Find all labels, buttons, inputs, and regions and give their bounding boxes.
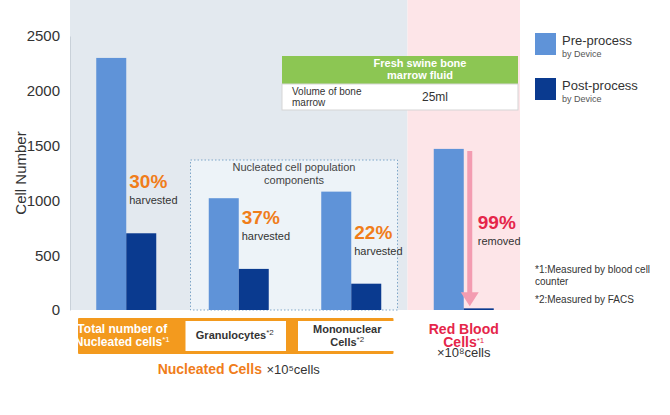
category-label-line: Cells*2	[330, 335, 364, 348]
group-unit: ×10⁵cells	[266, 362, 320, 377]
group-label: Nucleated Cells ×10⁵cells	[158, 360, 321, 377]
tick: 2000	[27, 82, 70, 99]
category-label-line: Granulocytes*2	[196, 328, 274, 341]
tick-label: 1000	[27, 192, 60, 209]
annotation-text: harvested	[129, 194, 177, 206]
group-name: Nucleated Cells	[158, 361, 262, 377]
tick: 0	[52, 301, 70, 318]
bar	[209, 198, 239, 310]
subgroup-title: Nucleated cell populationcomponents	[233, 161, 356, 186]
legend-label: Pre-process	[562, 33, 633, 48]
legend-swatch	[535, 33, 556, 55]
category-note: *2	[266, 328, 274, 337]
annotation-value: 99%	[478, 212, 516, 233]
chart-container: Nucleated cell populationcomponents 0 500 1…	[0, 0, 670, 415]
footnote-line: *1:Measured by blood cell	[535, 264, 650, 275]
group-label: ×10⁸cells	[437, 345, 491, 360]
y-axis-title: Cell Number	[12, 131, 29, 214]
footnote: *2:Measured by FACS	[535, 294, 634, 305]
category-label-line: Total number of	[77, 322, 168, 336]
category-label-line: Mononuclear	[313, 323, 382, 335]
footnote-line: *2:Measured by FACS	[535, 294, 634, 305]
tick: 500	[35, 247, 70, 264]
subgroup-box	[191, 160, 398, 310]
category-box	[186, 321, 287, 351]
info-header	[282, 56, 518, 84]
tick: 2500	[27, 27, 70, 44]
group-background	[70, 0, 408, 310]
category-note: *1	[477, 336, 485, 345]
arrow-head	[461, 292, 479, 306]
legend-swatch	[535, 78, 556, 100]
chart-svg: Nucleated cell populationcomponents 0 500 1…	[0, 0, 670, 415]
category-note: *2	[357, 335, 365, 344]
bar	[351, 284, 381, 310]
info-row	[282, 84, 518, 110]
info-title: Fresh swine bonemarrow fluid	[374, 57, 467, 81]
subgroup-title-line: components	[264, 174, 324, 186]
bar	[126, 233, 156, 310]
group-background	[408, 0, 521, 310]
annotation-value: 30%	[129, 171, 167, 192]
bar	[96, 58, 126, 310]
category-label: MononuclearCells*2	[313, 323, 382, 348]
legend-note: by Device	[562, 49, 602, 59]
category-note: *1	[162, 335, 170, 344]
legend-label: Post-process	[562, 78, 638, 93]
category-box	[298, 321, 399, 351]
info-key-line: marrow	[292, 97, 326, 108]
tick-label: 2500	[27, 27, 60, 44]
annotation-text: harvested	[354, 245, 402, 257]
category-label: Total number ofNucleated cells*1	[75, 322, 170, 349]
info-title-line: Fresh swine bone	[374, 57, 467, 69]
bars	[96, 58, 494, 310]
annotation-text: removed	[478, 235, 521, 247]
group-unit: ×10⁸cells	[437, 345, 491, 360]
info-key: Volume of bonemarrow	[292, 86, 362, 108]
bar	[321, 192, 351, 310]
tick-label: 500	[35, 247, 60, 264]
bar	[239, 269, 269, 310]
category-label: Granulocytes*2	[196, 328, 274, 341]
bar	[434, 149, 464, 310]
tick-label: 0	[52, 301, 60, 318]
tick: 1000	[27, 192, 70, 209]
tick-label: 2000	[27, 82, 60, 99]
annotation-value: 22%	[354, 222, 392, 243]
legend-note: by Device	[562, 94, 602, 104]
info-title-line: marrow fluid	[387, 69, 453, 81]
footnote: *1:Measured by blood cellcounter	[535, 264, 650, 287]
arrow-shaft	[467, 151, 472, 294]
y-axis: 0 500 1000 1500 2000 2500	[27, 27, 71, 318]
info-value: 25ml	[422, 90, 448, 104]
category-label-line: Nucleated cells*1	[75, 335, 170, 349]
bar	[464, 308, 494, 310]
subgroup-title-line: Nucleated cell population	[233, 161, 356, 173]
info-key-line: Volume of bone	[292, 86, 362, 97]
annotation-value: 37%	[242, 207, 280, 228]
tick: 1500	[27, 137, 70, 154]
tick-label: 1500	[27, 137, 60, 154]
annotation-text: harvested	[242, 230, 290, 242]
footnote-line: counter	[535, 276, 569, 287]
legend: Pre-processby DevicePost-processby Devic…	[535, 33, 638, 104]
axis-line	[70, 37, 71, 311]
